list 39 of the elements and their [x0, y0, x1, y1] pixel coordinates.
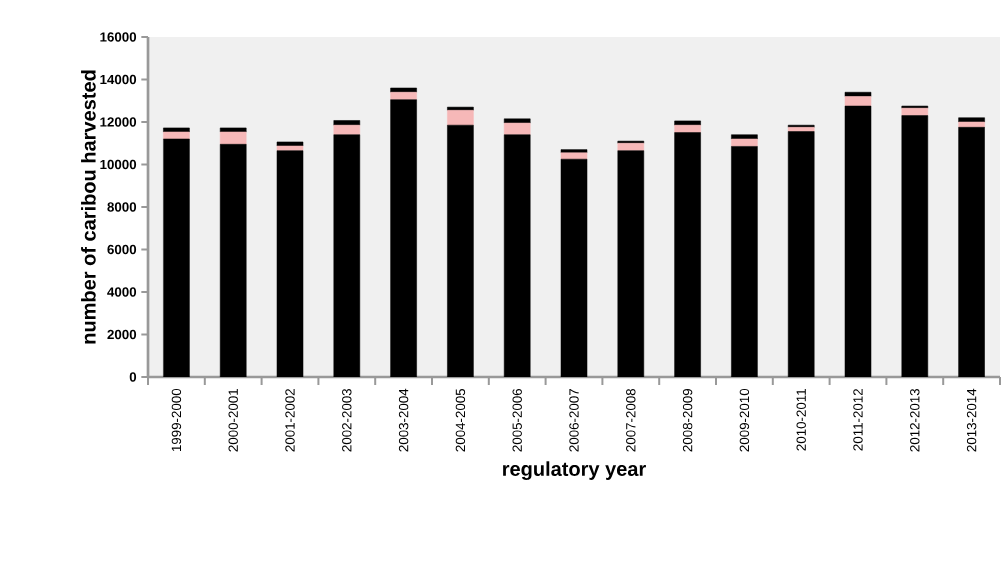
bar	[674, 120, 701, 126]
x-tick-label: 2005-2006	[512, 388, 522, 452]
y-tick-label: 6000	[107, 244, 137, 255]
bar	[731, 138, 758, 147]
bar	[447, 110, 474, 126]
x-tick-label: 2007-2008	[626, 388, 636, 452]
x-tick-label: 2004-2005	[455, 388, 466, 452]
x-tick-label: 2009-2010	[739, 388, 750, 452]
x-tick-label: 2008-2009	[682, 389, 693, 452]
y-tick-label: 16000	[100, 32, 137, 42]
x-tick-label: 2000-2001	[228, 389, 238, 452]
x-tick-label: 2001-2002	[285, 389, 295, 452]
y-tick-label: 12000	[100, 117, 137, 127]
y-tick-label: 0	[129, 372, 137, 382]
x-tick-label: 2010-2011	[796, 389, 806, 451]
x-tick-label: 2012-2013	[910, 388, 920, 452]
y-tick-label: 8000	[107, 202, 137, 212]
bar	[901, 105, 929, 109]
x-tick-label: 2002-2003	[342, 388, 352, 452]
bar	[276, 141, 304, 147]
bar	[617, 140, 645, 144]
x-tick-label: 2011-2012	[853, 389, 863, 451]
y-tick-label: 2000	[107, 329, 137, 340]
bar	[219, 131, 247, 145]
bar	[560, 152, 588, 160]
y-tick-label: 4000	[107, 287, 137, 297]
x-tick-label: 2006-2007	[569, 389, 579, 452]
bar	[333, 120, 361, 126]
y-axis-title: number of caribou harvested	[81, 70, 96, 344]
x-tick-label: 2013-2014	[966, 388, 977, 452]
bar	[958, 121, 985, 128]
bar	[503, 122, 531, 136]
bar	[447, 106, 474, 111]
x-tick-label: 2003-2004	[398, 388, 409, 452]
x-axis-title: regulatory year	[503, 461, 646, 481]
y-tick-label: 10000	[100, 159, 137, 170]
y-tick-label: 14000	[100, 74, 137, 85]
bar	[390, 87, 417, 93]
x-tick-label: 1999-2000	[171, 388, 182, 452]
